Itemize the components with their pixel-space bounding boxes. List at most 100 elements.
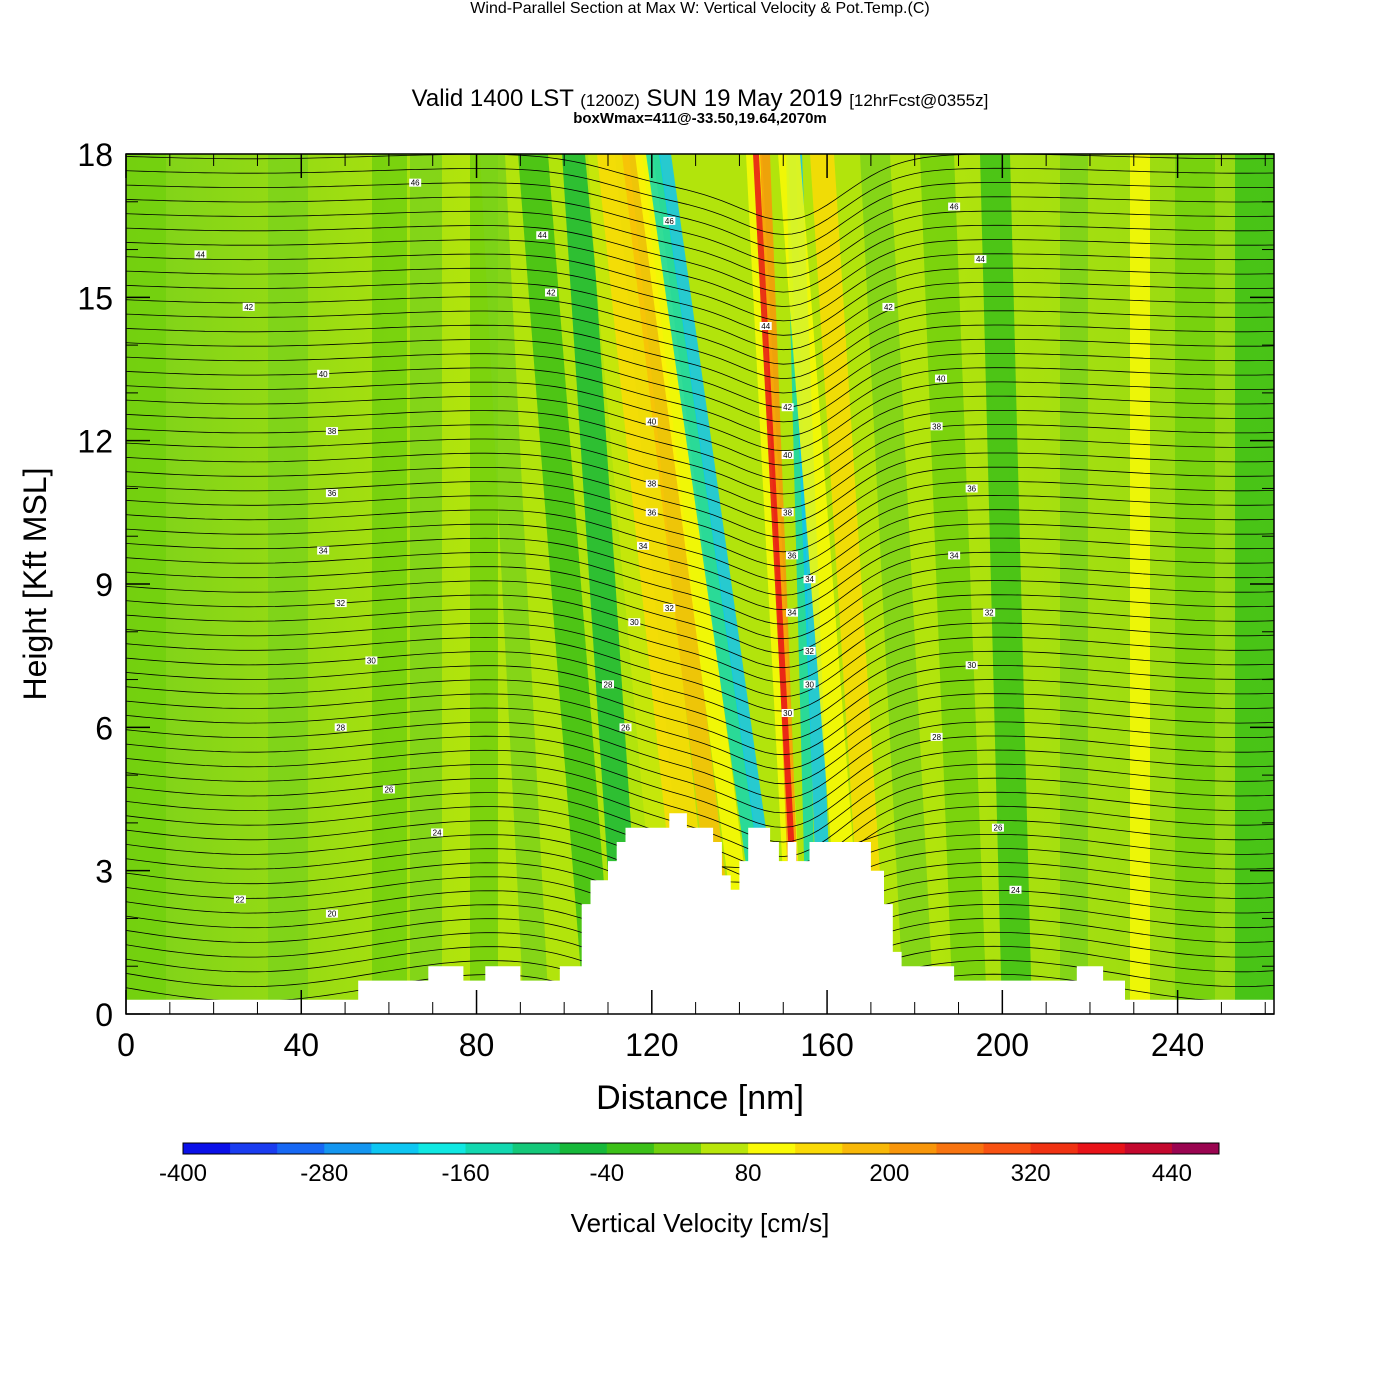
theta-label: 34 xyxy=(637,541,650,551)
theta-label: 34 xyxy=(317,546,330,556)
theta-label-text: 46 xyxy=(411,179,420,188)
isentrope xyxy=(126,636,1274,712)
isentrope xyxy=(126,324,1274,394)
theta-label-text: 34 xyxy=(639,542,648,551)
velocity-band xyxy=(980,154,1032,1014)
theta-label-text: 46 xyxy=(665,217,674,226)
colorbar-bin xyxy=(1030,1143,1079,1154)
theta-label-text: 42 xyxy=(244,303,253,312)
theta-label-text: 34 xyxy=(788,609,797,618)
isentrope xyxy=(126,523,1274,596)
isentrope xyxy=(126,296,1274,365)
colorbar-bin xyxy=(1124,1143,1173,1154)
isentrope xyxy=(126,664,1274,741)
theta-label: 32 xyxy=(983,608,996,618)
theta-label: 46 xyxy=(948,202,961,212)
theta-label: 44 xyxy=(194,250,207,259)
colorbar-bin xyxy=(277,1143,325,1154)
theta-label: 30 xyxy=(365,656,378,665)
y-axis-label: Height [Kft MSL] xyxy=(17,468,53,701)
isentrope xyxy=(126,650,1274,727)
colorbar-tick-label: 320 xyxy=(1011,1160,1051,1187)
velocity-band xyxy=(1175,154,1215,1014)
theta-label-bg xyxy=(781,508,794,517)
theta-labels: 44 42 40 38 36 34 32 30 28 26 24 22 20 46 44 42 40 38 36 34… xyxy=(194,178,1022,919)
colorbar-bin xyxy=(748,1143,796,1154)
colorbar-frame xyxy=(182,1142,1220,1155)
theta-label-text: 44 xyxy=(196,250,205,259)
chart-subtitle: Valid 1400 LST (1200Z) SUN 19 May 2019 [… xyxy=(0,85,1400,113)
theta-label-bg xyxy=(663,603,676,612)
x-axis-label: Distance [nm] xyxy=(596,1079,804,1117)
theta-label-bg xyxy=(334,723,347,732)
theta-label-bg xyxy=(325,909,338,918)
theta-label: 22 xyxy=(233,895,246,904)
colorbar-bin xyxy=(230,1143,278,1154)
theta-label: 38 xyxy=(325,427,338,436)
theta-label-bg xyxy=(781,403,794,412)
isentrope xyxy=(126,735,1274,814)
utc-time: (1200Z) xyxy=(580,91,640,110)
theta-label-text: 32 xyxy=(336,599,345,608)
theta-label-text: 42 xyxy=(547,289,556,298)
theta-label-bg xyxy=(930,732,943,741)
isentrope xyxy=(126,693,1274,770)
velocity-band xyxy=(659,154,792,1014)
isentrope xyxy=(126,338,1274,408)
isentrope xyxy=(126,210,1274,279)
theta-label-bg xyxy=(645,479,658,488)
theta-label-text: 20 xyxy=(327,910,336,919)
theta-label: 28 xyxy=(930,732,943,742)
theta-label: 30 xyxy=(965,661,978,670)
theta-label-text: 30 xyxy=(367,656,376,665)
theta-label: 38 xyxy=(930,422,943,431)
theta-label-bg xyxy=(983,608,996,617)
theta-label: 28 xyxy=(334,723,347,732)
theta-label-bg xyxy=(325,427,338,436)
theta-label-text: 26 xyxy=(384,785,393,794)
colorbar-tick-label: 80 xyxy=(735,1160,762,1187)
theta-label-text: 40 xyxy=(319,370,328,379)
colorbar: -400 -280 -160 -40 80 200 320 440 xyxy=(159,1142,1220,1187)
theta-label-text: 30 xyxy=(630,618,639,627)
theta-label-text: 42 xyxy=(783,403,792,412)
theta-label: 42 xyxy=(242,302,255,312)
theta-label: 26 xyxy=(619,723,632,732)
velocity-band xyxy=(480,154,549,1014)
theta-label-bg xyxy=(645,508,658,517)
isentrope xyxy=(126,167,1274,235)
valid-time: Valid 1400 LST xyxy=(411,85,574,112)
colorbar-bin xyxy=(183,1143,231,1154)
theta-label: 30 xyxy=(781,709,794,718)
theta-label: 44 xyxy=(536,231,549,240)
theta-label-text: 38 xyxy=(783,508,792,517)
theta-label-text: 38 xyxy=(647,480,656,489)
theta-label-text: 22 xyxy=(235,895,244,904)
theta-label: 24 xyxy=(431,828,444,837)
colorbar-tick-label: -400 xyxy=(159,1160,207,1187)
colorbar-bin xyxy=(936,1143,985,1154)
theta-label-text: 38 xyxy=(932,422,941,431)
velocity-band xyxy=(920,154,987,1014)
y-tick-label: 3 xyxy=(95,854,113,890)
theta-label-text: 34 xyxy=(319,547,328,556)
colorbar-bin xyxy=(1077,1143,1126,1154)
theta-label: 46 xyxy=(409,178,422,188)
colorbar-bin xyxy=(559,1143,608,1154)
isentrope xyxy=(126,721,1274,799)
velocity-band xyxy=(622,154,741,1014)
velocity-band xyxy=(1130,154,1150,1014)
theta-label-bg xyxy=(786,551,799,560)
theta-label-bg xyxy=(536,231,549,240)
colorbar-tick-label: 440 xyxy=(1152,1160,1192,1187)
theta-label-bg xyxy=(965,484,978,493)
theta-label: 32 xyxy=(334,599,347,608)
y-tick-label: 18 xyxy=(77,137,113,173)
theta-label: 26 xyxy=(991,823,1004,833)
theta-label-text: 26 xyxy=(994,824,1003,833)
theta-label-text: 26 xyxy=(621,723,630,732)
x-tick-label: 40 xyxy=(283,1027,319,1063)
theta-label: 42 xyxy=(545,288,558,298)
velocity-band xyxy=(760,154,803,1014)
isentrope xyxy=(126,182,1274,250)
